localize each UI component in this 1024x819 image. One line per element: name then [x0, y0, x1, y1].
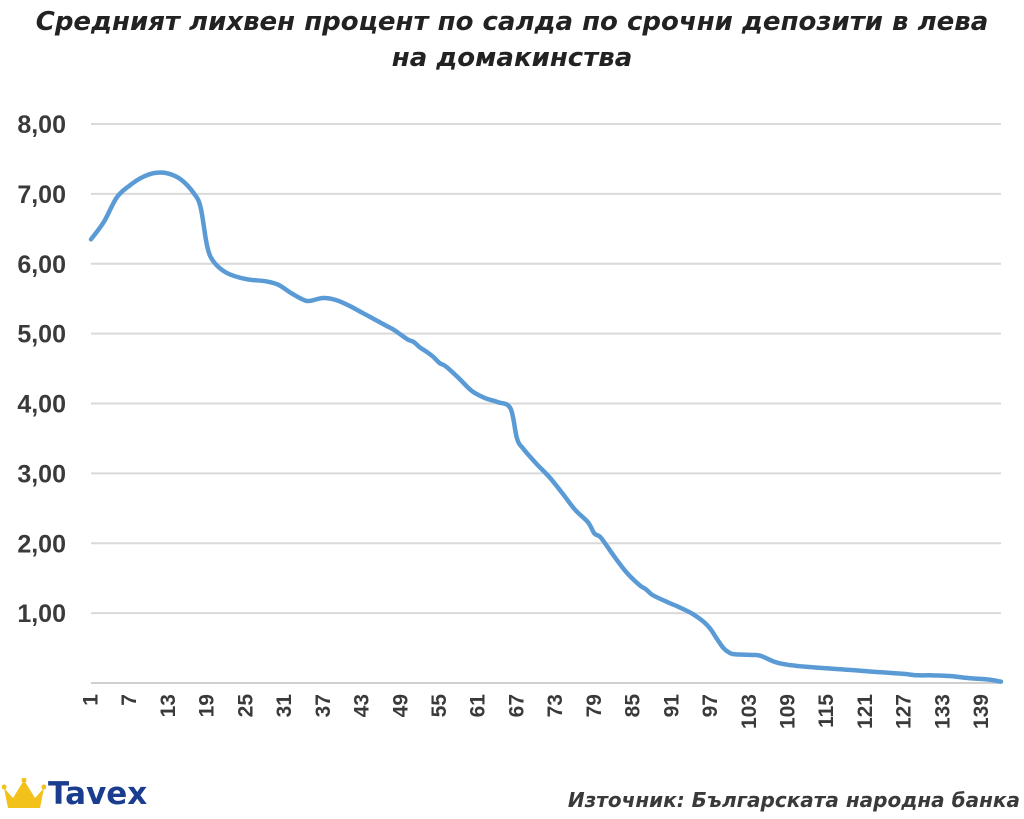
crown-icon: [2, 778, 46, 808]
x-tick-label: 109: [777, 694, 800, 729]
x-tick-label: 97: [699, 694, 722, 717]
x-tick-label: 55: [428, 694, 451, 718]
x-axis-ticks: 1 7 13 19 25 31 37 43 49 55 61 67 73 79 85 91 97 103 109 11…: [80, 694, 994, 729]
y-tick-label: 2,00: [17, 530, 66, 558]
x-tick-label: 127: [893, 694, 916, 729]
y-tick-label: 7,00: [17, 181, 66, 209]
x-tick-label: 73: [544, 694, 567, 717]
x-tick-label: 37: [312, 694, 335, 717]
x-tick-label: 1: [80, 694, 103, 706]
chart-title-line-1: Средният лихвен процент по салда по сроч…: [35, 7, 989, 37]
x-tick-label: 49: [389, 694, 412, 717]
x-tick-label: 61: [467, 694, 490, 718]
y-tick-label: 1,00: [17, 600, 66, 628]
tavex-logo: Tavex: [2, 776, 172, 816]
x-tick-label: 115: [815, 694, 838, 728]
logo-text: Tavex: [48, 776, 148, 812]
x-tick-label: 7: [118, 694, 141, 706]
chart-title-line-2: на домакинства: [391, 43, 633, 73]
x-tick-label: 13: [157, 694, 180, 717]
x-tick-label: 121: [854, 694, 877, 729]
series-layer: [88, 170, 1004, 684]
x-tick-label: 43: [351, 694, 374, 717]
gridlines: [91, 123, 1001, 615]
x-tick-label: 67: [505, 694, 528, 717]
source-note: Източник: Българската народна банка: [567, 788, 1020, 812]
y-tick-label: 5,00: [17, 321, 66, 349]
x-tick-label: 91: [660, 694, 683, 718]
x-tick-label: 103: [738, 694, 761, 729]
y-tick-label: 6,00: [17, 251, 66, 279]
x-tick-label: 31: [273, 694, 296, 718]
y-tick-label: 3,00: [17, 460, 66, 488]
chart-title: Средният лихвен процент по салда по сроч…: [0, 4, 1024, 76]
x-tick-label: 19: [196, 694, 219, 717]
x-tick-label: 133: [931, 694, 954, 729]
x-tick-label: 79: [583, 694, 606, 717]
series-line: [88, 170, 1004, 684]
y-tick-label: 4,00: [17, 391, 66, 419]
y-tick-label: 8,00: [17, 111, 66, 139]
x-tick-label: 85: [622, 694, 645, 718]
x-tick-label: 25: [234, 694, 257, 718]
y-axis-ticks: 8,00 7,00 6,00 5,00 4,00 3,00 2,00 1,00: [17, 111, 66, 628]
x-tick-label: 139: [970, 694, 993, 729]
